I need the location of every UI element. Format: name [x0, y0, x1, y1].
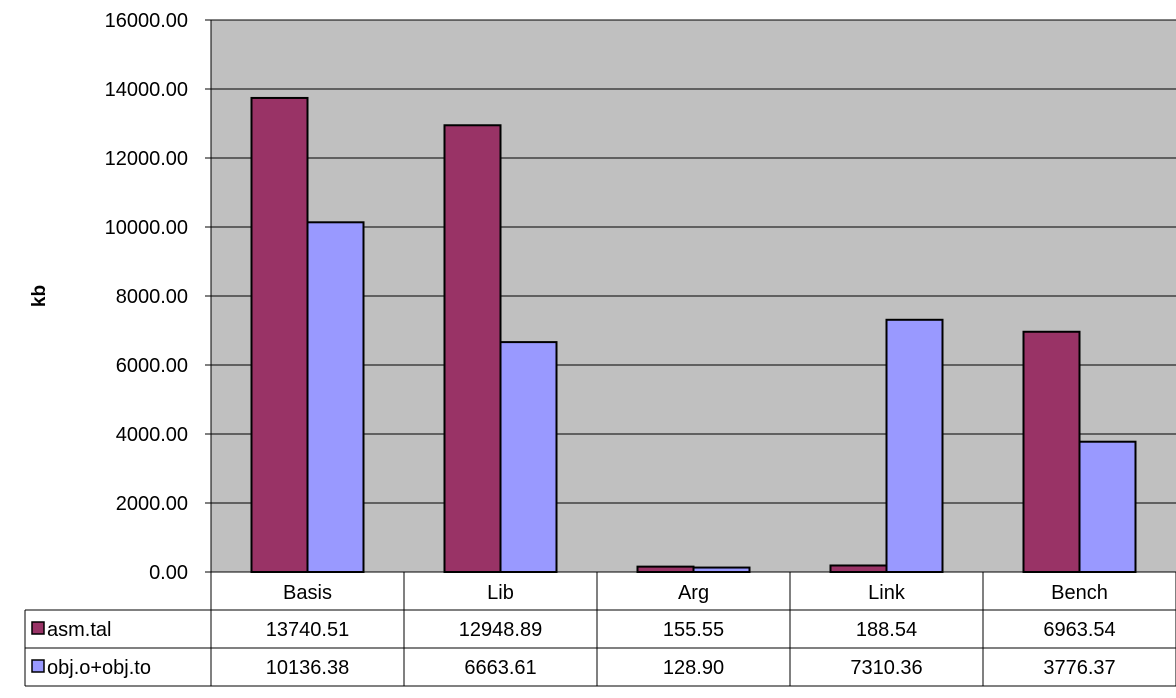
- bar-series-1: [250, 96, 309, 574]
- data-value-label: 10136.38: [266, 657, 349, 679]
- bar-series-1: [829, 564, 888, 573]
- bar-series-1: [1022, 330, 1081, 573]
- y-tick-label: 2000.00: [116, 493, 188, 515]
- data-value-label: 155.55: [663, 619, 724, 641]
- legend-swatch: [31, 621, 45, 635]
- bars: [250, 96, 1137, 574]
- category-label: Lib: [487, 582, 514, 604]
- data-value-label: 7310.36: [850, 657, 922, 679]
- bar-series-2: [306, 221, 365, 573]
- y-axis-ticks: 0.00 2000.00 4000.00 6000.00 8000.00 10000.00…: [105, 10, 211, 584]
- gridlines: [211, 19, 1176, 504]
- category-label: Link: [868, 582, 906, 604]
- data-value-label: 6663.61: [464, 657, 536, 679]
- category-label: Basis: [283, 582, 332, 604]
- y-tick-label: 8000.00: [116, 286, 188, 308]
- bar-series-1: [443, 124, 502, 573]
- y-tick-label: 16000.00: [105, 10, 188, 32]
- bar-series-2: [499, 341, 558, 574]
- y-tick-label: 0.00: [149, 562, 188, 584]
- bar-series-2: [692, 566, 751, 574]
- data-value-label: 128.90: [663, 657, 724, 679]
- y-tick-label: 10000.00: [105, 217, 188, 239]
- legend-label: obj.o+obj.to: [47, 657, 151, 679]
- y-axis-label: kb: [29, 285, 50, 307]
- data-value-label: 12948.89: [459, 619, 542, 641]
- data-value-label: 6963.54: [1043, 619, 1115, 641]
- bar-series-2: [1078, 440, 1137, 573]
- y-tick-label: 4000.00: [116, 424, 188, 446]
- y-tick-label: 6000.00: [116, 355, 188, 377]
- legend-label: asm.tal: [47, 619, 111, 641]
- y-tick-label: 14000.00: [105, 79, 188, 101]
- data-value-label: 3776.37: [1043, 657, 1115, 679]
- y-tick-label: 12000.00: [105, 148, 188, 170]
- legend-swatch: [31, 659, 45, 673]
- category-label: Bench: [1051, 582, 1108, 604]
- data-value-label: 188.54: [856, 619, 917, 641]
- data-table: Basis Lib Arg Link Bench asm.tal 13740.51 12948…: [24, 572, 1176, 687]
- data-value-label: 13740.51: [266, 619, 349, 641]
- bar-series-1: [636, 565, 695, 574]
- bar-series-2: [885, 318, 944, 573]
- category-label: Arg: [678, 582, 709, 604]
